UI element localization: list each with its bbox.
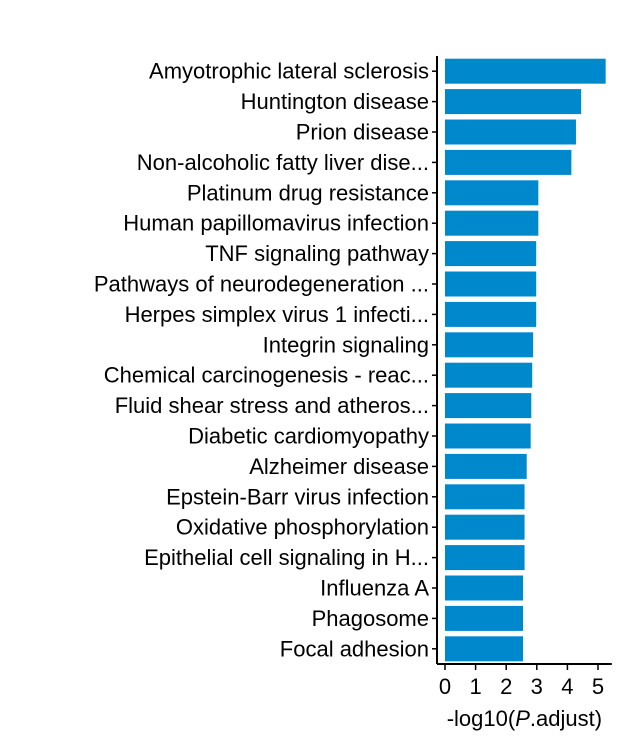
bar <box>445 301 537 327</box>
category-label: Diabetic cardiomyopathy <box>188 424 429 449</box>
x-axis-title: -log10(P.adjust) <box>447 706 602 731</box>
x-tick-label: 3 <box>531 674 543 699</box>
bar <box>445 180 539 206</box>
category-label: Pathways of neurodegeneration ... <box>94 272 429 297</box>
category-label: Epstein-Barr virus infection <box>166 484 429 509</box>
bar <box>445 636 524 662</box>
category-label: Amyotrophic lateral sclerosis <box>149 59 429 84</box>
bar <box>445 362 533 388</box>
category-label: Oxidative phosphorylation <box>176 515 429 540</box>
bar <box>445 271 537 297</box>
bar <box>445 241 537 267</box>
category-labels: Amyotrophic lateral sclerosis Huntington … <box>94 59 429 662</box>
category-label: Phagosome <box>312 606 429 631</box>
category-label: Alzheimer disease <box>249 454 429 479</box>
bar <box>445 89 582 115</box>
x-tick-label: 5 <box>592 674 604 699</box>
bar <box>445 119 576 145</box>
bar <box>445 453 527 479</box>
bar <box>445 58 606 84</box>
category-label: TNF signaling pathway <box>205 241 429 266</box>
category-label: Platinum drug resistance <box>187 180 429 205</box>
x-tick-label: 1 <box>469 674 481 699</box>
bar <box>445 545 525 571</box>
category-label: Integrin signaling <box>263 332 429 357</box>
x-tick-label: 0 <box>439 674 451 699</box>
x-tick-label: 4 <box>561 674 573 699</box>
category-label: Epithelial cell signaling in H... <box>144 545 429 570</box>
category-label: Prion disease <box>296 120 429 145</box>
bar <box>445 149 572 175</box>
x-tick-label: 2 <box>500 674 512 699</box>
category-label: Focal adhesion <box>280 636 429 661</box>
bar <box>445 575 524 601</box>
bar <box>445 605 524 631</box>
bar <box>445 210 539 236</box>
bars-group <box>445 58 606 662</box>
bar <box>445 423 531 449</box>
category-label: Non-alcoholic fatty liver dise... <box>137 150 429 175</box>
category-label: Fluid shear stress and atheros... <box>115 393 429 418</box>
bar <box>445 332 534 358</box>
bar <box>445 514 525 540</box>
category-label: Influenza A <box>320 576 429 601</box>
category-label: Chemical carcinogenesis - reac... <box>104 363 429 388</box>
bar <box>445 484 525 510</box>
category-label: Herpes simplex virus 1 infecti... <box>125 302 429 327</box>
category-label: Huntington disease <box>241 89 429 114</box>
category-label: Human papillomavirus infection <box>123 211 429 236</box>
bar <box>445 393 532 419</box>
